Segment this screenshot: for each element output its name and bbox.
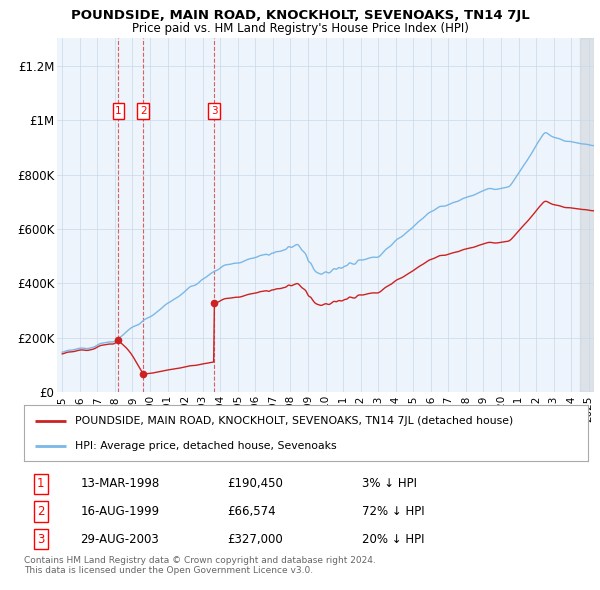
- Text: 3: 3: [211, 106, 218, 116]
- Point: [209, 299, 219, 308]
- Text: 1: 1: [115, 106, 122, 116]
- Text: POUNDSIDE, MAIN ROAD, KNOCKHOLT, SEVENOAKS, TN14 7JL: POUNDSIDE, MAIN ROAD, KNOCKHOLT, SEVENOA…: [71, 9, 529, 22]
- Text: £327,000: £327,000: [227, 533, 283, 546]
- Text: Contains HM Land Registry data © Crown copyright and database right 2024.: Contains HM Land Registry data © Crown c…: [24, 556, 376, 565]
- Text: 13-MAR-1998: 13-MAR-1998: [80, 477, 160, 490]
- Text: HPI: Average price, detached house, Sevenoaks: HPI: Average price, detached house, Seve…: [75, 441, 337, 451]
- Text: This data is licensed under the Open Government Licence v3.0.: This data is licensed under the Open Gov…: [24, 566, 313, 575]
- Text: 72% ↓ HPI: 72% ↓ HPI: [362, 505, 425, 518]
- Text: 20% ↓ HPI: 20% ↓ HPI: [362, 533, 425, 546]
- Text: 16-AUG-1999: 16-AUG-1999: [80, 505, 160, 518]
- Text: 2: 2: [37, 505, 44, 518]
- Text: 3: 3: [37, 533, 44, 546]
- Point: [113, 336, 123, 345]
- Point: [139, 369, 148, 379]
- Bar: [580, 38, 594, 392]
- Text: £190,450: £190,450: [227, 477, 283, 490]
- Text: 1: 1: [37, 477, 44, 490]
- Text: 29-AUG-2003: 29-AUG-2003: [80, 533, 159, 546]
- Text: 2: 2: [140, 106, 146, 116]
- Text: £66,574: £66,574: [227, 505, 275, 518]
- Text: Price paid vs. HM Land Registry's House Price Index (HPI): Price paid vs. HM Land Registry's House …: [131, 22, 469, 35]
- Text: 3% ↓ HPI: 3% ↓ HPI: [362, 477, 418, 490]
- Text: POUNDSIDE, MAIN ROAD, KNOCKHOLT, SEVENOAKS, TN14 7JL (detached house): POUNDSIDE, MAIN ROAD, KNOCKHOLT, SEVENOA…: [75, 416, 513, 426]
